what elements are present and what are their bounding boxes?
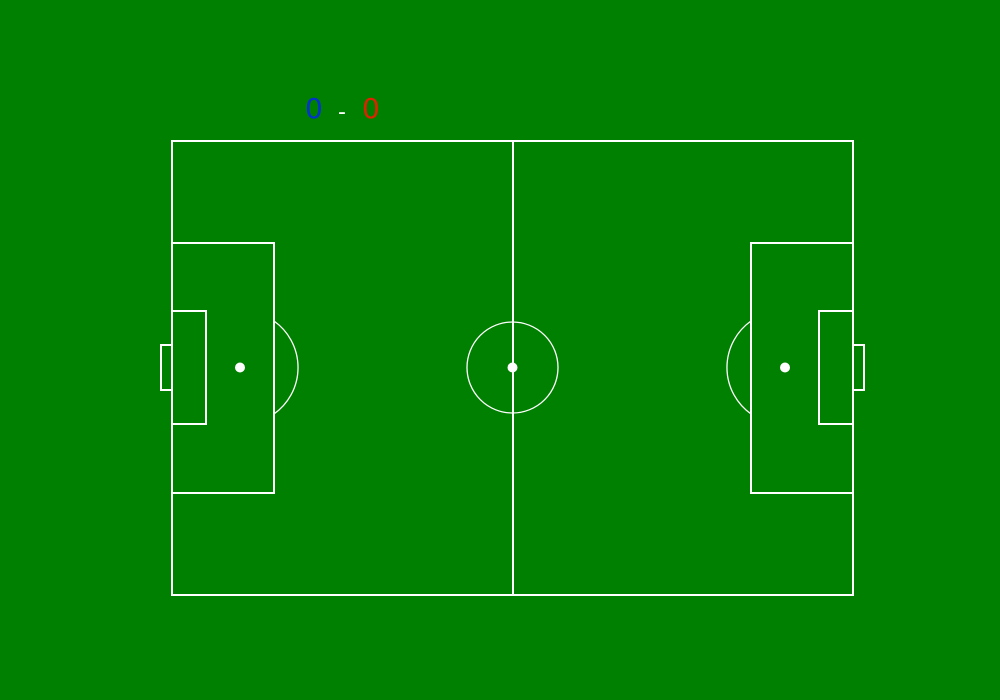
left-goal-area: [171, 310, 207, 425]
right-penalty-arc: [726, 320, 752, 415]
left-goal: [160, 344, 173, 391]
center-circle: [466, 321, 559, 414]
score-separator: -: [338, 100, 346, 125]
right-goal: [852, 344, 865, 391]
left-penalty-spot: [235, 362, 245, 373]
home-score: 0: [305, 92, 323, 125]
right-penalty-spot: [780, 362, 790, 373]
away-score: 0: [362, 92, 380, 125]
right-penalty-area: [750, 242, 854, 494]
right-goal-area: [818, 310, 854, 425]
left-penalty-area: [171, 242, 275, 494]
left-penalty-arc: [273, 320, 299, 415]
center-spot: [507, 362, 518, 373]
